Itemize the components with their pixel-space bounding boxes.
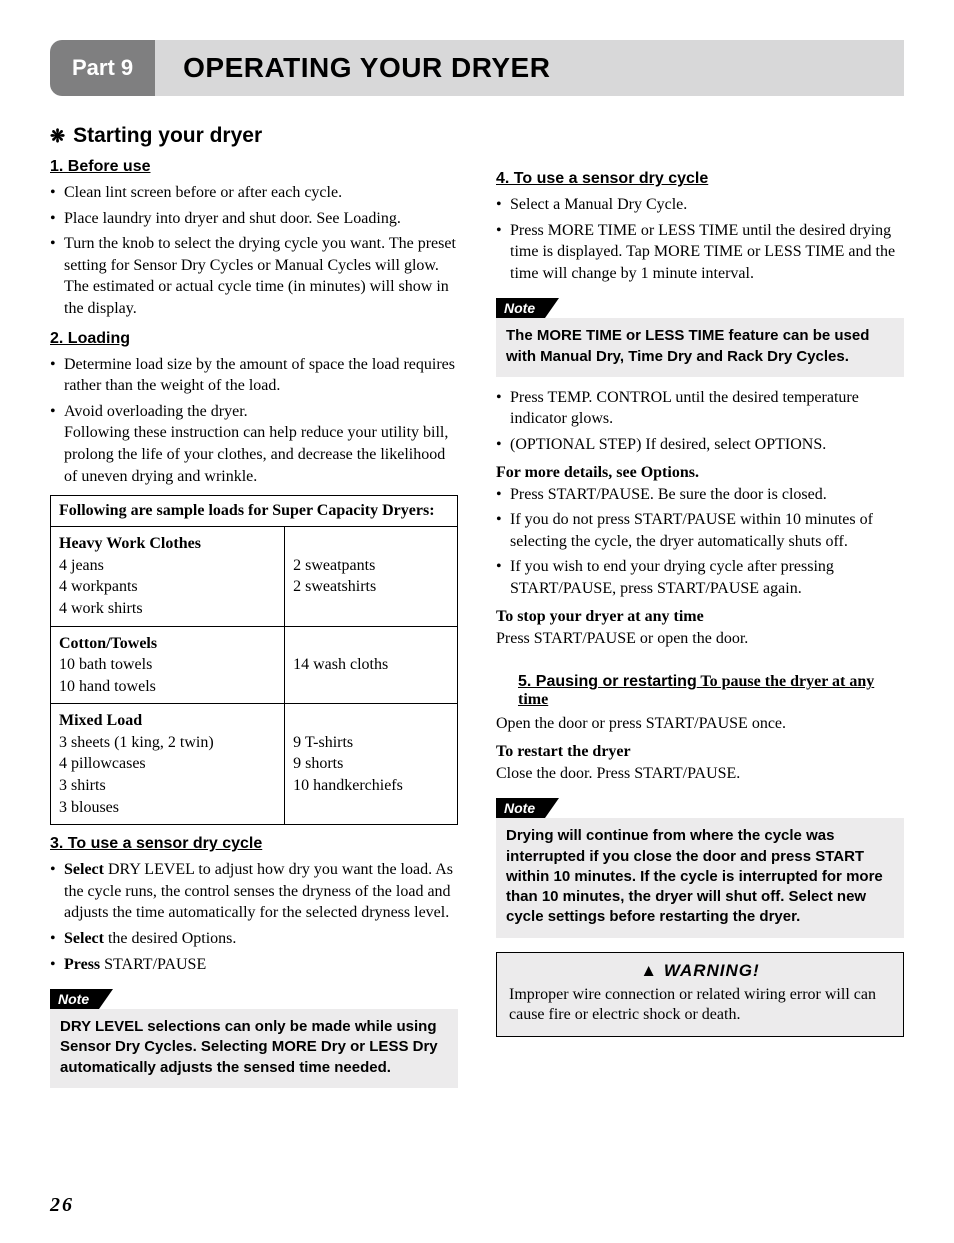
note-tab: Note: [496, 798, 545, 818]
warning-heading: ▲ WARNING!: [509, 961, 891, 981]
sensor-dry-list: Select DRY LEVEL to adjust how dry you w…: [50, 859, 458, 975]
list-item-text: START/PAUSE: [100, 956, 206, 973]
note-tab: Note: [496, 298, 545, 318]
list-item-text: the desired Options.: [104, 930, 236, 947]
note-body: Drying will continue from where the cycl…: [496, 818, 904, 937]
list-item: Press START/PAUSE: [50, 954, 458, 976]
part-tab: Part 9: [50, 40, 155, 96]
table-cell: Cotton/Towels 10 bath towels 10 hand tow…: [51, 626, 285, 704]
subheading-pausing: 5. Pausing or restarting To pause the dr…: [496, 673, 904, 709]
cell-title: Cotton/Towels: [59, 635, 157, 652]
section-heading-starting: ❋ Starting your dryer: [50, 124, 458, 148]
note-tab: Note: [50, 989, 99, 1009]
loading-list: Determine load size by the amount of spa…: [50, 354, 458, 488]
list-item: Select the desired Options.: [50, 928, 458, 950]
table-cell: 9 T-shirts 9 shorts 10 handkerchiefs: [285, 704, 458, 825]
note-box-1: Note DRY LEVEL selections can only be ma…: [50, 989, 458, 1088]
stop-body: Press START/PAUSE or open the door.: [496, 628, 904, 650]
table-cell: Heavy Work Clothes 4 jeans 4 workpants 4…: [51, 527, 285, 626]
cell-lines: 10 bath towels 10 hand towels: [59, 656, 156, 695]
pause-body: Open the door or press START/PAUSE once.: [496, 713, 904, 735]
list-item: Select a Manual Dry Cycle.: [496, 194, 904, 216]
content-columns: ❋ Starting your dryer 1. Before use Clea…: [50, 124, 904, 1098]
bold-word: Select: [64, 861, 104, 878]
bold-word: Select: [64, 930, 104, 947]
restart-heading: To restart the dryer: [496, 743, 904, 761]
note-body: DRY LEVEL selections can only be made wh…: [50, 1009, 458, 1088]
list-item: If you wish to end your drying cycle aft…: [496, 556, 904, 599]
subheading-before-use: 1. Before use: [50, 158, 458, 176]
warning-icon: ▲: [640, 961, 658, 980]
table-row: Cotton/Towels 10 bath towels 10 hand tow…: [51, 626, 458, 704]
table-cell: Mixed Load 3 sheets (1 king, 2 twin) 4 p…: [51, 704, 285, 825]
table-row: Heavy Work Clothes 4 jeans 4 workpants 4…: [51, 527, 458, 626]
subheading-pausing-a: 5. Pausing or restarting: [518, 673, 697, 690]
subheading-sensor-dry-3: 3. To use a sensor dry cycle: [50, 835, 458, 853]
gear-icon: ❋: [50, 127, 65, 145]
subheading-sensor-dry-4: 4. To use a sensor dry cycle: [496, 170, 904, 188]
note-box-2: Note The MORE TIME or LESS TIME feature …: [496, 298, 904, 377]
note-box-3: Note Drying will continue from where the…: [496, 798, 904, 937]
page-header: Part 9 OPERATING YOUR DRYER: [50, 40, 904, 96]
cell-lines: 3 sheets (1 king, 2 twin) 4 pillowcases …: [59, 734, 214, 816]
page-number: 26: [50, 1194, 74, 1217]
bold-word: Press: [64, 956, 100, 973]
left-column: ❋ Starting your dryer 1. Before use Clea…: [50, 124, 458, 1098]
sensor-dry-4-list: Select a Manual Dry Cycle. Press MORE TI…: [496, 194, 904, 284]
list-item-subtext: Following these instruction can help red…: [64, 422, 458, 487]
list-item: Turn the knob to select the drying cycle…: [50, 233, 458, 319]
subheading-loading: 2. Loading: [50, 330, 458, 348]
list-item-text: Avoid overloading the dryer.: [64, 403, 248, 420]
stop-heading: To stop your dryer at any time: [496, 608, 904, 626]
warning-box: ▲ WARNING! Improper wire connection or r…: [496, 952, 904, 1038]
note-body: The MORE TIME or LESS TIME feature can b…: [496, 318, 904, 377]
page-title: OPERATING YOUR DRYER: [155, 40, 904, 96]
table-header: Following are sample loads for Super Cap…: [51, 496, 458, 527]
list-item: Press TEMP. CONTROL until the desired te…: [496, 387, 904, 430]
list-item: If you do not press START/PAUSE within 1…: [496, 509, 904, 552]
restart-body: Close the door. Press START/PAUSE.: [496, 763, 904, 785]
list-item: Place laundry into dryer and shut door. …: [50, 208, 458, 230]
list-item: Clean lint screen before or after each c…: [50, 182, 458, 204]
list-item: Press START/PAUSE. Be sure the door is c…: [496, 484, 904, 506]
list-item-text: DRY LEVEL to adjust how dry you want the…: [64, 861, 453, 921]
warning-body: Improper wire connection or related wiri…: [509, 985, 891, 1027]
table-cell: 2 sweatpants 2 sweatshirts: [285, 527, 458, 626]
list-item: Press MORE TIME or LESS TIME until the d…: [496, 220, 904, 285]
cell-lines: 4 jeans 4 workpants 4 work shirts: [59, 557, 143, 617]
right-column: 4. To use a sensor dry cycle Select a Ma…: [496, 124, 904, 1098]
list-item: Avoid overloading the dryer. Following t…: [50, 401, 458, 487]
list-item: Determine load size by the amount of spa…: [50, 354, 458, 397]
more-details-heading: For more details, see Options.: [496, 464, 904, 482]
sensor-dry-4b-list: Press TEMP. CONTROL until the desired te…: [496, 387, 904, 456]
cell-title: Mixed Load: [59, 712, 142, 729]
before-use-list: Clean lint screen before or after each c…: [50, 182, 458, 320]
table-cell: 14 wash cloths: [285, 626, 458, 704]
warning-label: WARNING!: [664, 961, 760, 980]
sensor-dry-4c-list: Press START/PAUSE. Be sure the door is c…: [496, 484, 904, 600]
list-item: (OPTIONAL STEP) If desired, select OPTIO…: [496, 434, 904, 456]
table-row: Mixed Load 3 sheets (1 king, 2 twin) 4 p…: [51, 704, 458, 825]
sample-loads-table: Following are sample loads for Super Cap…: [50, 495, 458, 825]
section-heading-text: Starting your dryer: [73, 124, 262, 148]
cell-title: Heavy Work Clothes: [59, 535, 201, 552]
list-item: Select DRY LEVEL to adjust how dry you w…: [50, 859, 458, 924]
